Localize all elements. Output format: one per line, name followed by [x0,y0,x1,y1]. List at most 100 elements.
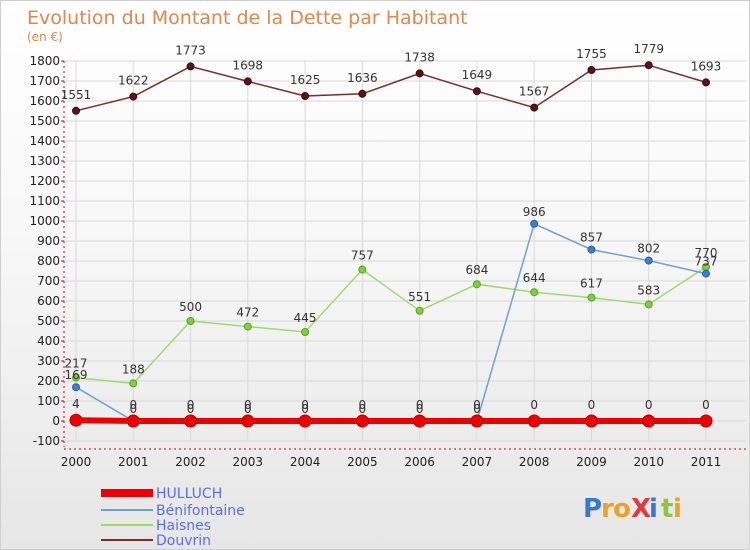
x-tick-label: 2005 [347,455,378,469]
data-point-douvrin [72,106,80,115]
data-point-hulluch [584,414,598,428]
data-point-haisnes [243,322,252,331]
logo-letter: X [631,494,652,524]
data-label-hulluch: 4 [72,397,80,411]
data-point-benifontaine [72,383,80,392]
y-tick-label: 1000 [29,214,60,228]
data-label-haisnes: 757 [351,249,374,263]
data-point-haisnes [72,373,80,382]
legend-label: HULLUCH [156,486,222,502]
legend-label: Bénifontaine [156,503,245,519]
data-point-douvrin [129,92,138,101]
data-label-douvrin: 1551 [61,88,92,102]
y-tick-label: 700 [37,274,60,288]
legend-swatch [101,489,153,497]
series [69,61,713,428]
data-label-hulluch: 0 [359,398,367,412]
data-point-hulluch [69,413,83,427]
data-label-benifontaine: 737 [695,255,718,269]
data-label-hulluch: 0 [530,398,538,412]
data-point-douvrin [415,69,424,78]
data-point-hulluch [184,414,198,428]
legend-label: Douvrin [156,533,211,549]
x-tick-label: 2010 [633,455,664,469]
data-point-hulluch [126,414,140,428]
y-tick-label: 1500 [29,114,60,128]
legend-swatch [101,539,153,541]
data-point-douvrin [243,77,252,86]
data-point-hulluch [298,414,312,428]
data-point-hulluch [699,414,713,428]
logo-letter: i [673,494,683,524]
data-point-benifontaine [587,245,596,254]
data-point-benifontaine [644,256,653,265]
data-label-benifontaine: 0 [473,402,481,416]
y-tick-label: 600 [37,294,60,308]
data-label-haisnes: 617 [580,277,603,291]
data-point-hulluch [642,414,656,428]
data-label-hulluch: 0 [301,398,309,412]
data-point-douvrin [702,78,710,87]
data-label-benifontaine: 0 [359,402,367,416]
data-label-haisnes: 472 [236,306,259,320]
data-label-benifontaine: 0 [129,402,137,416]
data-label-benifontaine: 0 [187,402,195,416]
data-point-hulluch [241,414,255,428]
data-label-benifontaine: 857 [580,231,603,245]
data-label-hulluch: 0 [702,398,710,412]
x-tick-label: 2006 [404,455,435,469]
x-tick-label: 2001 [118,455,149,469]
data-point-haisnes [472,280,481,289]
logo-letter: t [661,494,674,524]
logo-letter: i [649,494,659,524]
data-point-haisnes [415,306,424,315]
data-label-haisnes: 551 [408,290,431,304]
data-label-douvrin: 1755 [576,47,607,61]
logo-letter: o [613,494,632,524]
data-label-douvrin: 1738 [404,50,435,64]
data-label-haisnes: 445 [294,311,317,325]
y-tick-label: 500 [37,314,60,328]
data-point-douvrin [587,66,596,74]
y-tick-label: 1700 [29,74,60,88]
data-label-haisnes: 583 [637,283,660,297]
data-point-hulluch [470,414,484,428]
data-label-haisnes: 644 [523,271,546,285]
y-tick-label: 300 [37,354,60,368]
data-point-hulluch [413,414,427,428]
data-label-benifontaine: 0 [244,402,252,416]
data-point-haisnes [644,300,653,309]
axes: -100010020030040050060070080090010001100… [29,54,746,469]
data-point-haisnes [358,265,367,274]
legend-swatch [101,524,153,526]
data-label-haisnes: 188 [122,362,145,376]
y-tick-label: 900 [37,234,60,248]
data-label-hulluch: 0 [416,398,424,412]
x-tick-label: 2007 [462,455,493,469]
data-label-benifontaine: 0 [301,402,309,416]
data-point-benifontaine [530,219,539,228]
y-tick-label: 0 [52,414,60,428]
data-label-douvrin: 1625 [290,73,321,87]
data-label-douvrin: 1567 [519,85,550,99]
legend-label: Haisnes [156,518,211,534]
data-label-benifontaine: 0 [416,402,424,416]
chart-subtitle: (en €) [27,30,63,44]
y-tick-label: -100 [33,434,60,448]
y-tick-label: 1100 [29,194,60,208]
data-label-douvrin: 1622 [118,74,149,88]
x-tick-label: 2003 [233,455,264,469]
x-tick-label: 2002 [175,455,206,469]
x-tick-label: 2009 [576,455,607,469]
legend-swatch [101,509,153,511]
data-label-hulluch: 0 [129,398,137,412]
data-point-douvrin [644,61,653,70]
data-label-benifontaine: 169 [65,368,88,382]
series-line-douvrin [75,64,707,112]
data-point-haisnes [129,379,138,388]
y-tick-label: 1400 [29,134,60,148]
y-tick-label: 800 [37,254,60,268]
proxiti-logo: Pro Xi ti [583,494,683,524]
